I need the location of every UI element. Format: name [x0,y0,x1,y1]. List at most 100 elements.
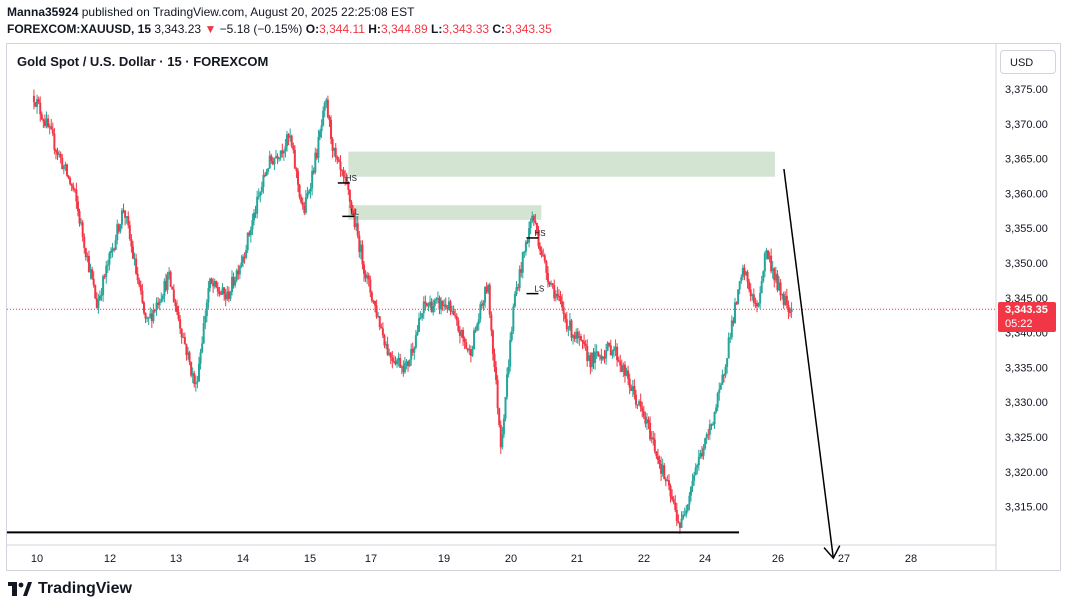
candle-body [644,416,647,424]
candle-body [583,341,586,344]
candle-body [543,255,546,262]
candle-body [465,342,468,349]
candle-body [163,280,166,296]
candle-body [443,304,446,307]
candle-body [315,152,318,158]
candle-body [441,300,444,307]
candle-body [260,187,263,192]
candle-body [721,374,724,385]
price-axis[interactable]: 3,375.00 3,370.00 3,365.00 3,360.00 3,355.00… [1005,84,1048,514]
candle-body [488,284,491,315]
candle-body [92,278,95,286]
candle-body [707,434,710,436]
y-tick-label: 3,345.00 [1005,293,1048,305]
candle-body [546,272,549,282]
candle-body [374,301,377,306]
candle-body [333,147,336,151]
y-tick-label: 3,335.00 [1005,362,1048,374]
candle-body [458,331,461,336]
candle-body [740,277,743,282]
candle-body [182,336,185,338]
candle-body [179,319,182,329]
x-tick-label: 28 [905,553,917,565]
candle-body [278,157,281,160]
candle-body [270,155,273,162]
candle-body [683,514,686,516]
candle-body [114,240,117,250]
publisher-name[interactable]: Manna35924 [7,5,79,19]
candle-body [199,352,202,364]
candle-body [612,348,615,351]
candle-body [652,437,655,440]
candle-body [308,191,311,194]
candle-body [529,221,532,229]
candle-body [40,114,43,120]
currency-button[interactable]: USD [1000,50,1056,74]
candle-body [537,233,540,247]
candle-body [572,335,575,338]
candle-body [43,121,46,126]
time-axis[interactable]: 10 12 13 14 15 17 19 20 21 22 24 26 27 28 [31,553,917,565]
candle-body [402,366,405,373]
candle-body [111,248,114,251]
candle-body [730,320,733,338]
candle-body [447,301,450,310]
candle-body [774,273,777,281]
candle-body [451,310,454,312]
candle-body [369,279,372,293]
candle-body [784,295,787,305]
candle-body [246,232,249,251]
candle-body [53,133,56,150]
candle-body [330,119,333,139]
candle-body [142,302,145,313]
candle-body [399,358,402,368]
candle-body [476,324,479,331]
candle-body [449,301,452,312]
candle-body [765,250,768,254]
candle-body [579,335,582,340]
candle-body [169,271,172,287]
candle-body [663,465,666,480]
candle-body [133,258,136,260]
candle-body [719,384,722,390]
candle-body [763,253,766,272]
candle-body [317,136,320,158]
candle-body [45,118,48,126]
candle-body [762,271,765,282]
candle-body [487,284,490,293]
candle-body [388,352,391,355]
candle-body [554,293,557,299]
candle-body [647,419,650,423]
candle-body [95,298,98,309]
y-tick-label: 3,330.00 [1005,397,1048,409]
candle-body [190,361,193,376]
candle-body [666,480,669,482]
candle-body [158,301,161,306]
candle-body [81,222,84,237]
y-tick-label: 3,325.00 [1005,432,1048,444]
candle-body [532,215,535,221]
y-tick-label: 3,365.00 [1005,154,1048,166]
candle-body [485,286,488,293]
candle-body [331,138,334,151]
chart-legend: Gold Spot / U.S. Dollar · 15 · FOREXCOM [15,53,271,70]
candle-body [578,335,581,339]
candle-body [100,294,103,296]
tradingview-logo[interactable]: TradingView [8,580,132,598]
candle-body [212,283,215,287]
candle-body [523,251,526,253]
candle-body [249,229,252,236]
candle-body [639,401,642,408]
candle-body [576,331,579,339]
candle-body [262,175,265,188]
candle-body [289,135,292,138]
candle-body [608,342,611,346]
candle-body [69,178,72,184]
candle-body [177,311,180,320]
candle-body [642,411,645,417]
candle-body [361,244,364,265]
candle-body [584,343,587,346]
candle-body [298,184,301,198]
candle-body [293,149,296,169]
